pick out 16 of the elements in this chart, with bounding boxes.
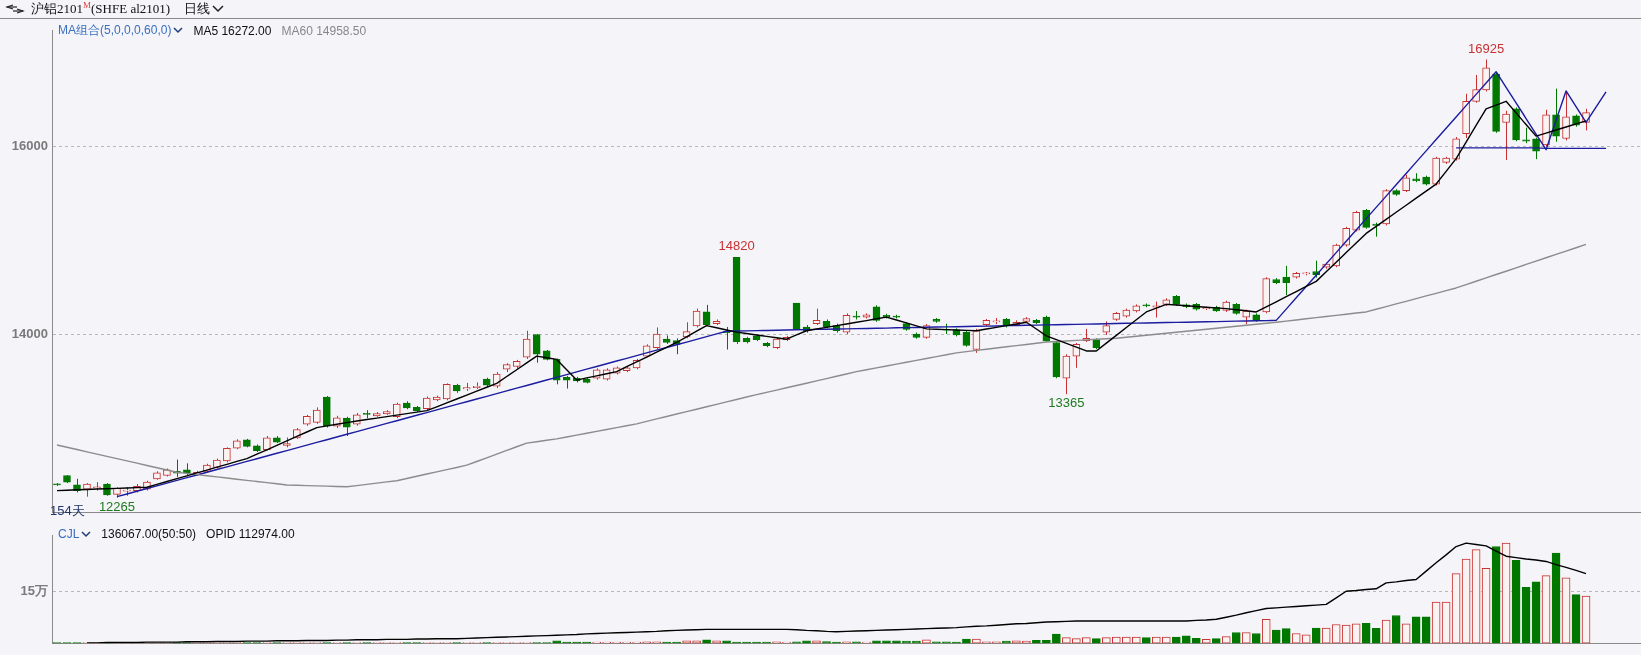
annotation: MA60 14958.50 — [281, 23, 367, 38]
y-tick-label: 14000 — [11, 326, 48, 342]
annotation: OPID 112974.00 — [206, 527, 295, 541]
annotation: 13365 — [1048, 395, 1085, 411]
y-tick-label: 15万 — [20, 582, 48, 598]
annotation: MA5 16272.00 — [193, 23, 272, 38]
annotation: MA组合(5,0,0,0,60,0) — [58, 22, 172, 39]
annotation: 12265 — [98, 498, 136, 514]
annotation: 14820 — [718, 238, 755, 254]
annotation: 16925 — [1468, 40, 1505, 56]
annotation: 154天 — [50, 502, 85, 520]
y-tick-label: 16000 — [11, 138, 48, 154]
annotation: 136067.00(50:50) — [101, 527, 197, 541]
chart-title: 沪铝2101$^{M}$(SHFE al2101) — [31, 0, 171, 19]
annotation: CJL — [58, 527, 80, 541]
chart-subtitle: 日线 — [184, 0, 211, 18]
